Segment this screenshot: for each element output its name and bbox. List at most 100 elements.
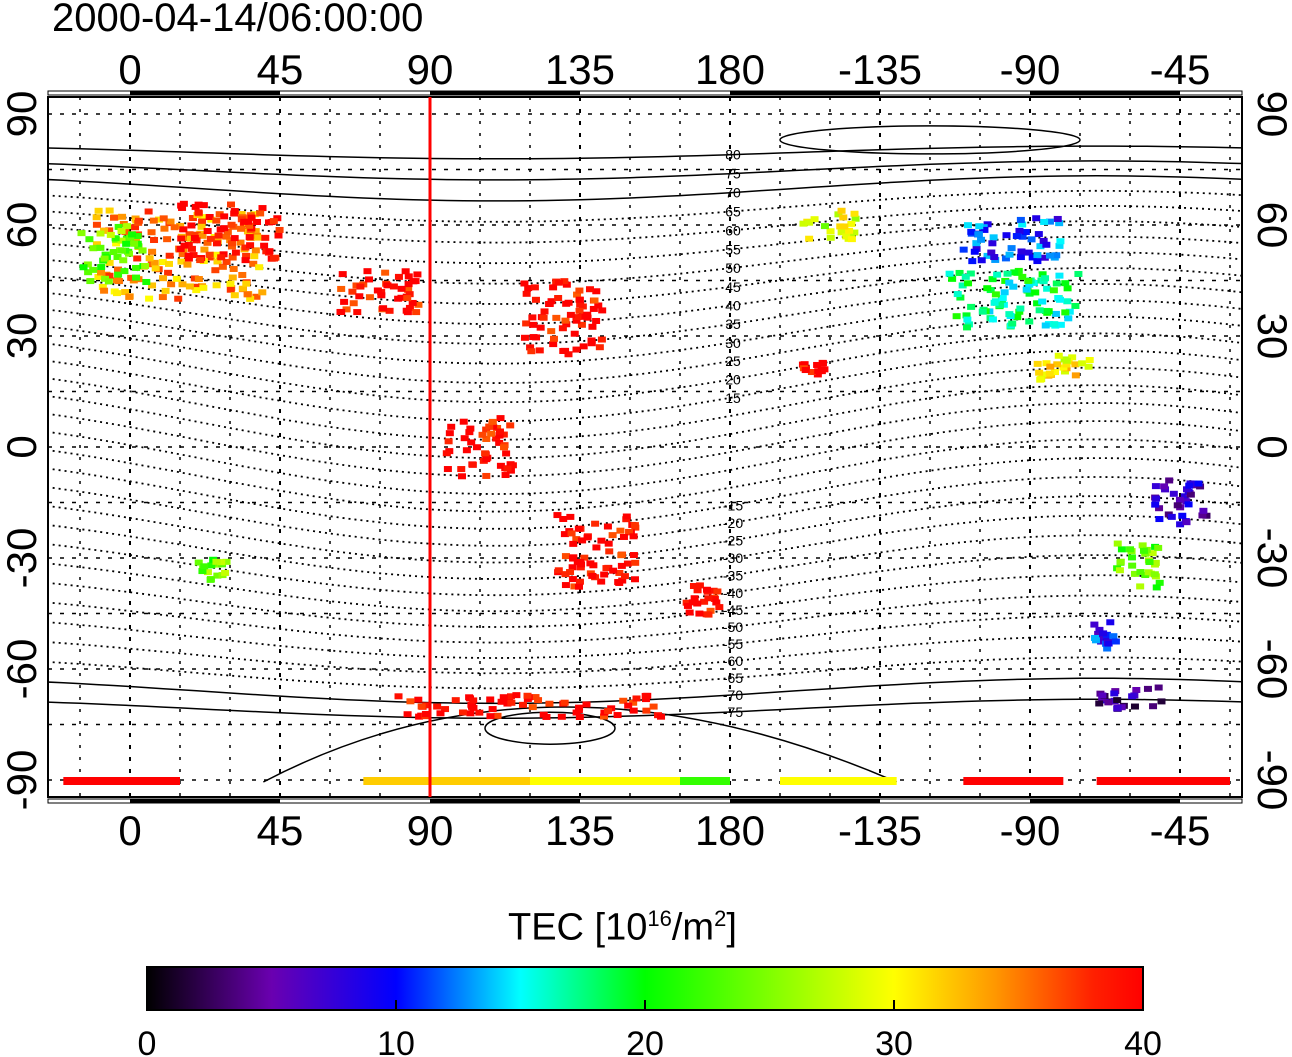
tec-pixel	[413, 271, 422, 278]
tec-pixel	[952, 313, 961, 320]
tec-pixel	[385, 307, 394, 314]
tec-pixel	[164, 269, 173, 276]
tec-pixel	[198, 568, 207, 575]
tec-pixel	[148, 248, 157, 255]
tec-pixel	[1113, 697, 1122, 704]
tec-pixel	[1185, 482, 1194, 489]
tec-pixel	[631, 559, 640, 566]
tec-pixel	[577, 561, 586, 568]
tec-pixel	[237, 211, 246, 218]
tec-pixel	[605, 548, 614, 555]
tec-pixel	[217, 254, 226, 261]
tec-pixel	[150, 236, 159, 243]
tec-band	[363, 777, 530, 785]
tec-pixel	[850, 210, 859, 217]
tec-pixel	[847, 236, 856, 243]
tec-pixel	[704, 611, 713, 618]
tec-pixel	[568, 564, 577, 571]
tec-pixel	[495, 439, 504, 446]
tec-pixel	[1106, 619, 1115, 626]
tec-pixel	[1002, 232, 1011, 239]
tec-pixel	[89, 245, 98, 252]
tec-pixel	[1198, 512, 1207, 519]
tec-pixel	[486, 696, 495, 703]
tec-pixel	[534, 697, 543, 704]
tec-pixel	[199, 202, 208, 209]
tec-pixel	[572, 536, 581, 543]
tec-pixel	[340, 298, 349, 305]
tec-pixel	[958, 282, 967, 289]
contour-label: -50	[723, 619, 743, 635]
tec-pixel	[165, 252, 174, 259]
tec-pixel	[1182, 486, 1191, 493]
tec-pixel	[200, 563, 209, 570]
tec-pixel	[412, 309, 421, 316]
tec-pixel	[185, 231, 194, 238]
tec-band	[1096, 777, 1230, 785]
tec-pixel	[1040, 254, 1049, 261]
tec-pixel	[801, 367, 810, 374]
tec-pixel	[945, 270, 954, 277]
tec-pixel	[496, 415, 505, 422]
tec-pixel	[148, 282, 157, 289]
tec-pixel	[363, 268, 372, 275]
tec-pixel	[1071, 372, 1080, 379]
tec-pixel	[132, 274, 141, 281]
tec-pixel	[1155, 505, 1164, 512]
tec-pixel	[96, 244, 105, 251]
tec-pixel	[582, 701, 591, 708]
tec-pixel	[579, 343, 588, 350]
tec-pixel	[467, 439, 476, 446]
tec-pixel	[1150, 571, 1159, 578]
tec-pixel	[630, 522, 639, 529]
tec-pixel	[1034, 231, 1043, 238]
tec-pixel	[1053, 361, 1062, 368]
tec-pixel	[1025, 318, 1034, 325]
tec-pixel	[159, 215, 168, 222]
tec-pixel	[500, 444, 509, 451]
tec-pixel	[243, 291, 252, 298]
tec-pixel	[1015, 308, 1024, 315]
tec-pixel	[186, 235, 195, 242]
tec-pixel	[704, 595, 713, 602]
tec-pixel	[615, 569, 624, 576]
tec-pixel	[706, 607, 715, 614]
tec-pixel	[559, 347, 568, 354]
tec-pixel	[158, 259, 167, 266]
tec-pixel	[230, 292, 239, 299]
tec-pixel	[1182, 498, 1191, 505]
tec-pixel	[460, 435, 469, 442]
tec-pixel	[1005, 251, 1014, 258]
tec-pixel	[1117, 704, 1126, 711]
contour-label: -75	[723, 704, 743, 720]
tec-pixel	[389, 283, 398, 290]
tec-pixel	[1074, 271, 1083, 278]
tec-pixel	[142, 278, 151, 285]
tec-pixel	[562, 321, 571, 328]
tec-pixel	[572, 709, 581, 716]
tec-pixel	[113, 253, 122, 260]
tec-pixel	[972, 240, 981, 247]
tec-pixel	[105, 259, 114, 266]
tec-pixel	[641, 692, 650, 699]
tec-pixel	[988, 276, 997, 283]
tec-pixel	[1009, 283, 1018, 290]
tec-pixel	[77, 230, 86, 237]
tec-pixel	[79, 264, 88, 271]
tec-band	[780, 777, 897, 785]
tec-pixel	[145, 255, 154, 262]
tec-pixel	[561, 553, 570, 560]
tec-pixel	[445, 430, 454, 437]
tec-pixel	[962, 312, 971, 319]
tec-pixel	[194, 201, 203, 208]
tec-pixel	[685, 609, 694, 616]
frame-bottom-bar	[47, 798, 1243, 804]
tec-pixel	[190, 275, 199, 282]
x-tick-label-top: 45	[257, 46, 304, 93]
tec-pixel	[97, 264, 106, 271]
tec-pixel	[592, 317, 601, 324]
tec-pixel	[1071, 361, 1080, 368]
tec-pixel	[1169, 490, 1178, 497]
tec-pixel	[1165, 477, 1174, 484]
tec-pixel	[1148, 550, 1157, 557]
